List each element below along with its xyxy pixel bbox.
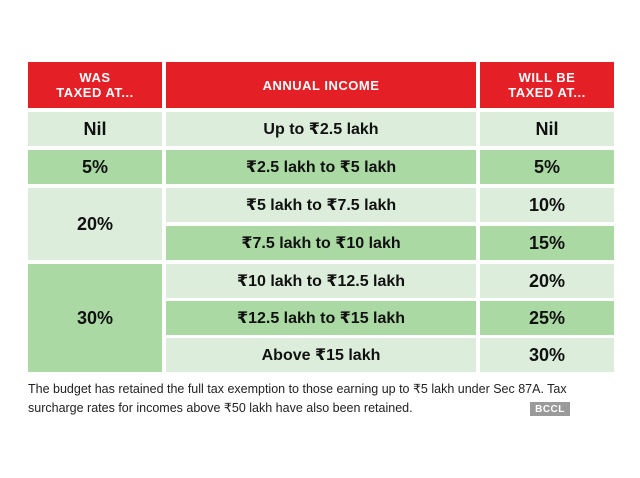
income-row-3: ₹5 lakh to ₹7.5 lakh [166,188,476,222]
was-taxed-20: 20% [28,188,162,260]
header-will-be-taxed: WILL BE TAXED AT... [480,62,614,108]
will-taxed-row-7: 30% [480,338,614,372]
was-taxed-nil: Nil [28,112,162,146]
watermark-badge: BCCL [530,402,570,416]
will-taxed-row-4: 15% [480,226,614,260]
will-taxed-row-5: 20% [480,264,614,298]
tax-slab-table: WAS TAXED AT... ANNUAL INCOME WILL BE TA… [28,62,614,372]
footnote: The budget has retained the full tax exe… [28,382,567,415]
will-taxed-row-6: 25% [480,301,614,335]
will-taxed-row-2: 5% [480,150,614,184]
income-row-6: ₹12.5 lakh to ₹15 lakh [166,301,476,335]
income-row-5: ₹10 lakh to ₹12.5 lakh [166,264,476,298]
will-taxed-row-1: Nil [480,112,614,146]
income-row-2: ₹2.5 lakh to ₹5 lakh [166,150,476,184]
income-row-1: Up to ₹2.5 lakh [166,112,476,146]
income-row-4: ₹7.5 lakh to ₹10 lakh [166,226,476,260]
was-taxed-30: 30% [28,264,162,372]
income-row-7: Above ₹15 lakh [166,338,476,372]
header-was-taxed: WAS TAXED AT... [28,62,162,108]
was-taxed-5: 5% [28,150,162,184]
will-taxed-row-3: 10% [480,188,614,222]
header-annual-income: ANNUAL INCOME [166,62,476,108]
